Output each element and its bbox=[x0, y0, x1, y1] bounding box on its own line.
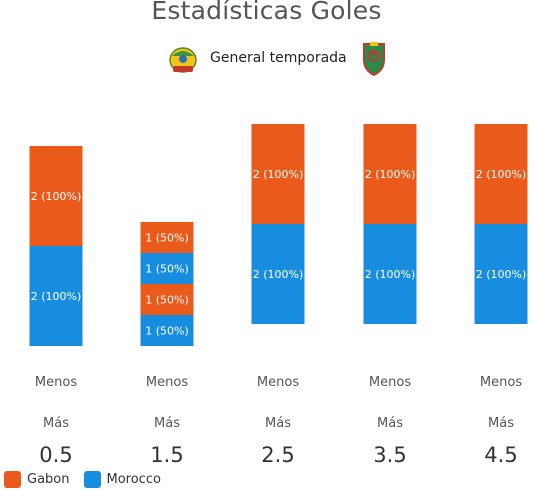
category-top-label-2: Menos bbox=[257, 375, 299, 390]
category-top-label-3: Menos bbox=[369, 375, 411, 390]
category-top-label-4: Menos bbox=[480, 375, 522, 390]
legend-label-gabon: Gabon bbox=[27, 471, 70, 487]
legend-label-morocco: Morocco bbox=[106, 471, 161, 487]
bar-segment-morocco-1-1[interactable] bbox=[140, 253, 194, 284]
bar-segment-morocco-0-0[interactable] bbox=[29, 246, 83, 346]
category-middle-label-1: Más bbox=[154, 416, 180, 431]
category-middle-label-2: Más bbox=[265, 416, 291, 431]
bar-label-gabon-2-0: 2 (100%) bbox=[253, 168, 304, 181]
bar-segment-gabon-1-0[interactable] bbox=[140, 284, 194, 315]
category-threshold-4: 4.5 bbox=[484, 443, 517, 467]
bar-segment-morocco-2-0[interactable] bbox=[251, 224, 305, 324]
bar-segment-gabon-1-1[interactable] bbox=[140, 222, 194, 253]
bar-segment-gabon-0-0[interactable] bbox=[29, 146, 83, 246]
legend-item-morocco[interactable]: Morocco bbox=[83, 470, 161, 488]
bar-label-morocco-4-0: 2 (100%) bbox=[476, 268, 527, 281]
legend: Gabon Morocco bbox=[4, 469, 175, 489]
chart-title: Estadísticas Goles bbox=[151, 0, 382, 25]
bar-segment-gabon-2-0[interactable] bbox=[251, 124, 305, 224]
category-threshold-3: 3.5 bbox=[373, 443, 406, 467]
bar-segment-morocco-1-0[interactable] bbox=[140, 315, 194, 346]
gabon-crest-icon bbox=[169, 47, 197, 73]
category-top-label-0: Menos bbox=[35, 375, 77, 390]
bar-segment-gabon-4-0[interactable] bbox=[474, 124, 528, 224]
bar-label-gabon-3-0: 2 (100%) bbox=[365, 168, 416, 181]
bar-label-gabon-1-1: 1 (50%) bbox=[145, 232, 189, 245]
bar-label-gabon-0-0: 2 (100%) bbox=[31, 190, 82, 203]
category-threshold-2: 2.5 bbox=[261, 443, 294, 467]
bar-label-morocco-2-0: 2 (100%) bbox=[253, 268, 304, 281]
bar-segment-morocco-3-0[interactable] bbox=[363, 224, 417, 324]
legend-swatch-gabon bbox=[4, 470, 21, 488]
category-middle-label-4: Más bbox=[488, 416, 514, 431]
season-header: General temporada bbox=[0, 42, 533, 78]
bar-label-morocco-3-0: 2 (100%) bbox=[365, 268, 416, 281]
goals-chart: 2 (100%) 2 (100%) Menos Más 0.5 1 (50%) 1 (50%… bbox=[29, 124, 528, 467]
bar-label-morocco-1-1: 1 (50%) bbox=[145, 263, 189, 276]
bar-segment-morocco-4-0[interactable] bbox=[474, 224, 528, 324]
morocco-crest-icon bbox=[363, 42, 385, 77]
category-threshold-0: 0.5 bbox=[39, 443, 72, 467]
category-middle-label-0: Más bbox=[43, 416, 69, 431]
category-top-label-1: Menos bbox=[146, 375, 188, 390]
category-threshold-1: 1.5 bbox=[150, 443, 183, 467]
bar-label-gabon-4-0: 2 (100%) bbox=[476, 168, 527, 181]
bar-label-morocco-0-0: 2 (100%) bbox=[31, 290, 82, 303]
legend-swatch-morocco bbox=[83, 470, 101, 488]
category-middle-label-3: Más bbox=[377, 416, 403, 431]
legend-item-gabon[interactable]: Gabon bbox=[4, 470, 70, 488]
season-label: General temporada bbox=[210, 50, 347, 66]
bar-label-morocco-1-0: 1 (50%) bbox=[145, 325, 189, 338]
bar-segment-gabon-3-0[interactable] bbox=[363, 124, 417, 224]
bar-label-gabon-1-0: 1 (50%) bbox=[145, 294, 189, 307]
